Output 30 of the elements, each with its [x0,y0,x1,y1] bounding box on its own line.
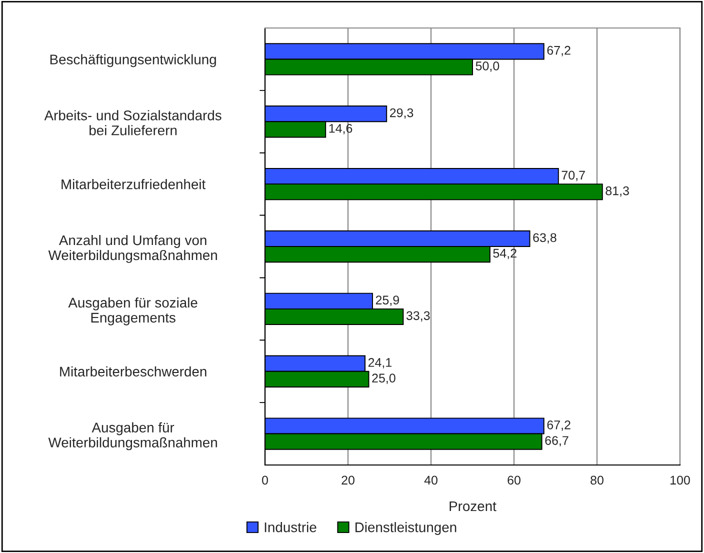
x-axis-title: Prozent [450,501,496,512]
y-tick-label: Ausgaben für soziale Engagements [68,297,198,326]
data-label: 66,7 [545,436,568,446]
x-tick-label: 80 [590,476,604,485]
y-tick-label: Mitarbeiterzufriedenheit [62,179,206,190]
legend-label: Industrie [264,522,316,532]
data-label: 67,2 [547,46,570,56]
x-tick-label: 0 [262,476,268,485]
data-label: 81,3 [606,186,629,197]
data-label: 25,9 [376,296,399,306]
y-tick-label: Arbeits- und Sozialstandards bei Zulieferern [44,110,222,136]
y-tick-label: Anzahl und Umfang von Weiterbildungsmaßnahmen [48,234,217,263]
y-tick-label: Ausgaben für Weiterbildungsmaßnahmen [48,422,217,450]
data-label: 50,0 [476,62,500,72]
data-label: 29,3 [390,108,414,119]
data-label: 70,7 [562,170,585,182]
y-tick-label: Mitarbeiterbeschwerden [60,366,206,377]
data-label: 33,3 [406,311,430,322]
data-label: 24,1 [368,358,392,368]
legend-label: Dienstleistungen [356,522,456,535]
x-tick-label: 20 [342,476,354,485]
data-label: 63,8 [533,233,556,244]
data-label: 25,0 [372,374,396,384]
data-label: 14,6 [329,124,352,134]
x-tick-label: 60 [508,476,520,485]
y-tick-label: Beschäftigungsentwicklung [50,54,216,68]
x-tick-label: 100 [670,476,690,485]
x-tick-label: 40 [424,476,438,485]
data-label: 54,2 [493,248,516,260]
data-label: 67,2 [547,420,570,431]
